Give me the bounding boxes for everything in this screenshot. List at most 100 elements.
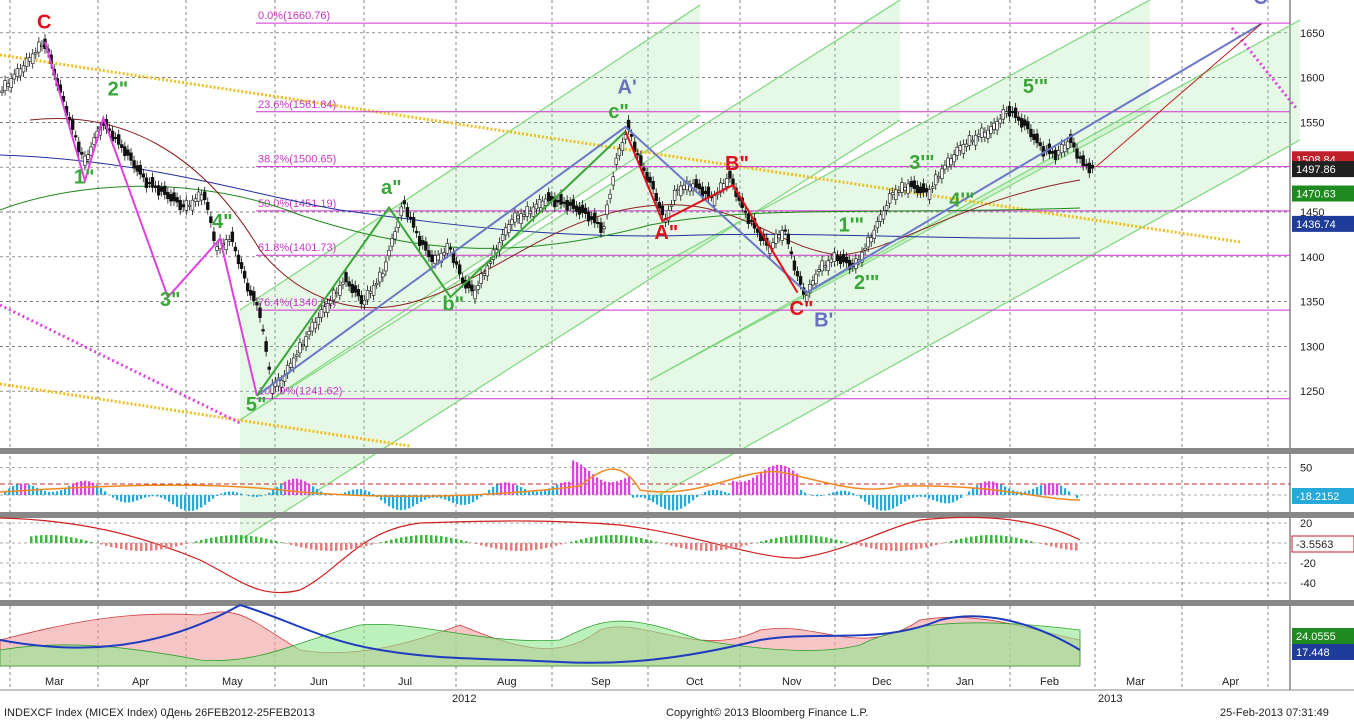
p2-bar [650, 540, 653, 543]
candle-body [335, 292, 338, 294]
p1-bar [236, 492, 238, 495]
candle-body [170, 194, 173, 201]
y-tick-1250: 1250 [1300, 386, 1324, 398]
candle-body [302, 344, 305, 346]
p1-bar [232, 492, 234, 495]
candle-body [772, 243, 775, 248]
candle-body [934, 175, 937, 185]
candle-body [412, 217, 415, 227]
candle-body [366, 290, 369, 299]
footer-right: 25-Feb-2013 07:31:49 [1220, 707, 1329, 719]
p1-bar [900, 495, 902, 504]
p2-bar [845, 542, 848, 543]
candle-body [833, 253, 836, 262]
p2-bar [580, 539, 583, 543]
p2-bar [265, 539, 268, 543]
p2-bar [750, 543, 753, 544]
candle-body [775, 234, 778, 243]
p1-bar [656, 495, 658, 505]
candle-body [1073, 143, 1076, 147]
p1-bar [832, 492, 834, 495]
p1-bar [648, 495, 650, 500]
candle-body [68, 117, 71, 120]
candle-body [292, 358, 295, 368]
candle-body [538, 199, 541, 207]
candle-body [148, 182, 151, 184]
candle-body [839, 256, 842, 264]
p1-bar [668, 495, 670, 510]
candle-body [342, 282, 345, 284]
p2-bar [730, 543, 733, 549]
candle-body [996, 121, 999, 130]
candle-body [142, 174, 145, 177]
p1-bar [180, 495, 182, 509]
candle-body [897, 191, 900, 193]
p2-bar [535, 543, 538, 550]
p2-bar [1065, 543, 1068, 549]
fib-label-0: 0.0%(1660.76) [258, 10, 330, 22]
p1-bar [204, 495, 206, 505]
p1-bar [152, 495, 154, 496]
p1-bar [608, 482, 610, 495]
candle-body [940, 169, 943, 179]
p2-bar [370, 543, 373, 545]
candle-body [326, 303, 329, 312]
p2-bar [970, 537, 973, 543]
candle-body [962, 144, 965, 153]
wave-marker-1: 2" [108, 79, 129, 101]
p1-bar [812, 495, 814, 496]
p2-bar [500, 543, 503, 550]
p2-bar [435, 536, 438, 543]
p2-bar [80, 539, 83, 543]
p1-bar [1052, 483, 1054, 495]
candle-body [391, 239, 394, 247]
candle-body [265, 342, 268, 352]
candle-body [452, 253, 455, 263]
p2-bar [140, 543, 143, 551]
candle-body [1060, 144, 1063, 152]
candle-body [213, 232, 216, 241]
p1-bar [212, 495, 214, 499]
p2-bar [255, 537, 258, 543]
candle-body [931, 187, 934, 189]
candle-body [348, 282, 351, 286]
x-month-2: May [222, 676, 243, 688]
p1-bar [664, 495, 666, 509]
candle-body [670, 205, 673, 207]
p1-bar [800, 490, 802, 495]
candle-body [31, 54, 34, 64]
candle-body [824, 266, 827, 268]
x-month-8: Nov [782, 676, 802, 688]
candle-body [145, 178, 148, 188]
candle-body [375, 283, 378, 285]
p1-bar [640, 495, 642, 497]
candle-body [1017, 117, 1020, 120]
p2-bar [720, 543, 723, 550]
candle-body [1039, 143, 1042, 146]
wave-marker-4: 3" [160, 289, 181, 311]
candle-body [357, 289, 360, 296]
p1-bar [72, 484, 74, 495]
candle-body [203, 192, 206, 200]
p1-bar [728, 493, 730, 495]
candle-body [194, 199, 197, 202]
candle-body [876, 221, 879, 227]
candle-body [216, 247, 219, 251]
p1-bar [916, 495, 918, 497]
x-month-4: Jul [398, 676, 412, 688]
p2-bar [485, 543, 488, 547]
p2-bar [525, 543, 528, 551]
p2-bar [655, 542, 658, 543]
p2-bar [1050, 543, 1053, 546]
p2-bar [300, 543, 303, 547]
candle-body [461, 278, 464, 283]
p2-bar [505, 543, 508, 550]
p1-bar [888, 495, 890, 510]
p2-bar [925, 543, 928, 547]
p1-bar [316, 489, 318, 495]
panel-separator-1 [0, 512, 1354, 518]
candle-body [197, 192, 200, 201]
p1-bar [120, 495, 122, 502]
p2-bar [685, 543, 688, 549]
candle-body [1054, 150, 1057, 159]
